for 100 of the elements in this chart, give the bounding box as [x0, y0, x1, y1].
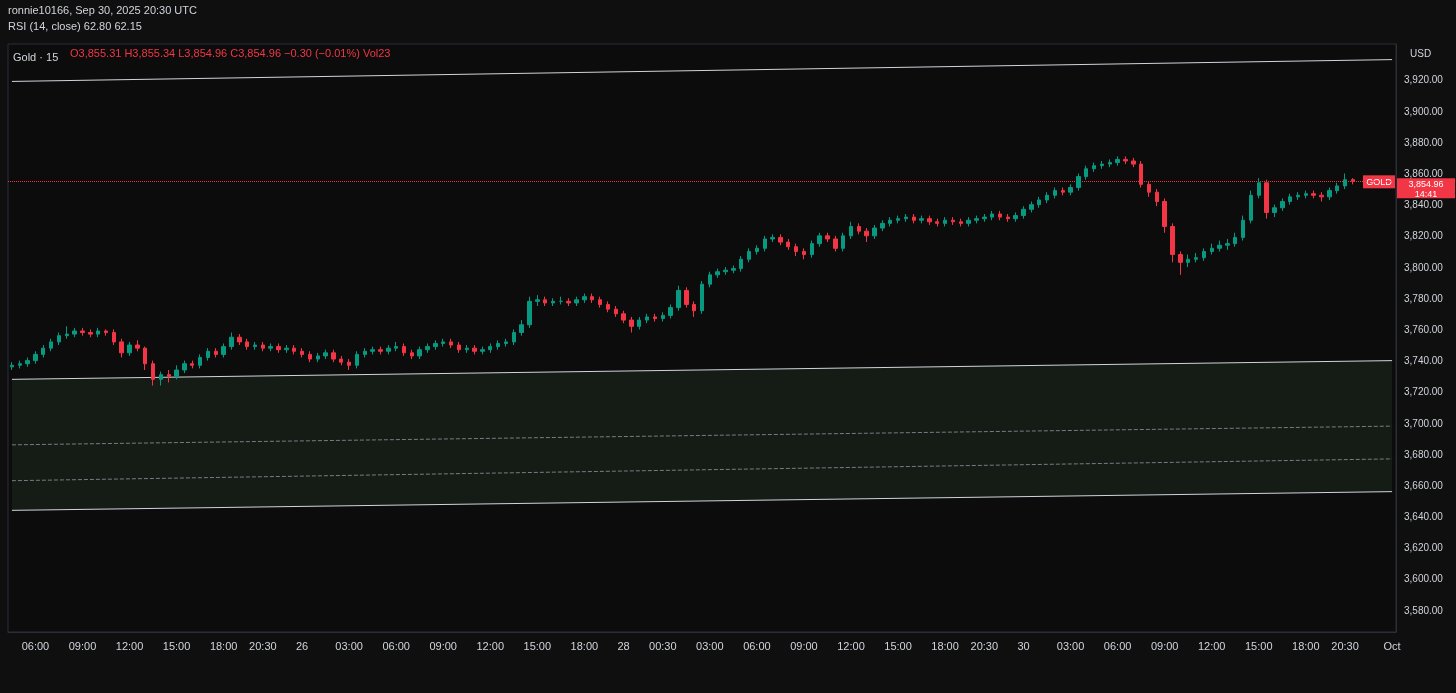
annotation: O3,855.31 H3,855.34 L3,854.96 C3,854.96 −0.30 (−0.01%) Vol23: [70, 46, 391, 59]
y-tick-label: 3,720.00: [1404, 386, 1444, 398]
y-tick-label: 3,600.00: [1404, 573, 1444, 585]
text: ronnie10166, Sep 30, 2025 20:30 UTC: [8, 3, 198, 16]
candlestick: [96, 327, 100, 338]
candlestick: [519, 319, 524, 337]
candlestick: [739, 255, 743, 273]
candlestick: [331, 349, 336, 363]
candlestick: [488, 342, 492, 354]
candlestick: [645, 313, 649, 324]
x-tick-label: 00:30: [649, 639, 677, 652]
candlestick: [363, 347, 367, 358]
candlestick: [1296, 191, 1300, 201]
candlestick: [496, 339, 500, 351]
candlestick: [1217, 240, 1222, 252]
candlestick: [700, 280, 704, 315]
candlestick: [1194, 252, 1198, 263]
candlestick: [370, 346, 375, 355]
candlestick: [386, 344, 391, 355]
candlestick: [1178, 250, 1183, 276]
candlestick: [10, 361, 14, 371]
x-tick-label: 18:00: [570, 639, 599, 652]
candlestick: [817, 232, 822, 248]
candlestick: [1068, 183, 1073, 196]
x-tick-label: 12:00: [837, 639, 865, 652]
candlestick: [566, 297, 571, 307]
candlestick: [763, 235, 767, 252]
candlestick: [606, 300, 610, 313]
candlestick: [896, 215, 900, 224]
candlestick: [582, 293, 587, 304]
candlestick: [308, 350, 312, 363]
x-tick-label: 09:00: [1150, 639, 1179, 652]
candlestick: [214, 347, 218, 358]
candlestick: [72, 327, 77, 338]
y-tick-label: 3,700.00: [1404, 417, 1444, 429]
candlestick: [864, 227, 869, 243]
y-tick-label: 3,780.00: [1404, 292, 1444, 304]
candlestick: [65, 325, 69, 340]
candlestick: [1123, 155, 1128, 165]
x-tick-label: 30: [1017, 639, 1030, 652]
candlestick: [1029, 201, 1034, 213]
candlestick: [1233, 232, 1237, 248]
candlestick: [1304, 190, 1308, 199]
x-tick-label: 03:00: [335, 639, 363, 652]
candlestick: [755, 244, 759, 256]
candlestick: [276, 342, 281, 354]
x-tick-label: 28: [617, 639, 630, 652]
candlestick: [1186, 254, 1190, 268]
candlestick: [1076, 172, 1081, 192]
candlestick: [33, 350, 38, 365]
x-tick-label: 09:00: [790, 639, 818, 652]
x-tick-label: 03:00: [1056, 639, 1085, 652]
y-tick-label: 3,740.00: [1404, 355, 1444, 367]
candlestick: [355, 350, 359, 369]
candlestick: [1162, 197, 1167, 234]
candlestick: [904, 213, 908, 223]
candlestick: [1335, 182, 1339, 195]
candlestick: [1319, 191, 1324, 203]
y-tick-label: 3,820.00: [1404, 230, 1444, 242]
candlestick: [778, 233, 783, 246]
x-tick-label: 09:00: [68, 639, 97, 652]
candlestick: [1210, 243, 1214, 256]
candlestick: [1108, 158, 1112, 168]
candlestick: [637, 316, 641, 330]
candlestick: [849, 221, 853, 240]
y-tick-label: 3,900.00: [1404, 105, 1444, 117]
candlestick: [1115, 155, 1120, 167]
candlestick: [747, 247, 751, 263]
x-tick-label: 06:00: [1103, 639, 1132, 652]
candlestick: [543, 296, 547, 307]
candlestick: [1280, 197, 1285, 212]
x-tick-label: 18:00: [209, 639, 238, 652]
candlestick: [1202, 247, 1206, 262]
y-tick-label: 3,760.00: [1404, 323, 1444, 335]
candlestick: [221, 342, 226, 358]
candlestick: [80, 327, 85, 337]
candlestick: [1343, 172, 1347, 190]
candlestick: [959, 218, 963, 227]
candlestick: [25, 357, 30, 368]
x-tick-label: 18:00: [1292, 639, 1320, 652]
candlestick: [151, 360, 155, 387]
candlestick: [935, 218, 939, 227]
y-tick-label: 3,660.00: [1404, 479, 1444, 491]
candlestick: [990, 210, 994, 221]
candlestick: [292, 344, 296, 355]
y-tick-label: 3,580.00: [1404, 604, 1444, 616]
candlestick: [1155, 188, 1159, 207]
y-tick-label: 3,620.00: [1404, 542, 1444, 554]
candlestick: [512, 328, 516, 346]
candlestick: [590, 293, 594, 304]
candlestick: [504, 338, 508, 348]
candlestick: [880, 219, 885, 232]
candlestick: [982, 213, 987, 223]
candlestick: [174, 364, 179, 380]
y-tick-label: 3,800.00: [1404, 261, 1444, 273]
candlestick: [49, 338, 53, 352]
candlestick: [857, 222, 861, 235]
candlestick: [1257, 177, 1261, 199]
x-tick-label: 20:30: [970, 639, 999, 652]
candlestick: [825, 232, 830, 243]
